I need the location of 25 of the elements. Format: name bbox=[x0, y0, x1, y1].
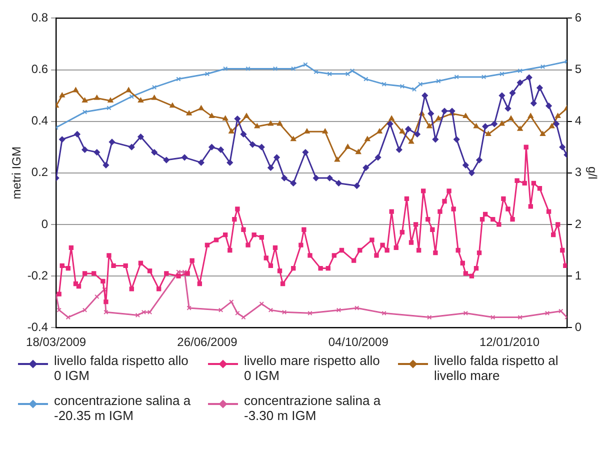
y2-tick-label: 3 bbox=[574, 165, 582, 180]
y2-tick-label: 4 bbox=[574, 114, 582, 128]
y-tick-label: 0.4 bbox=[31, 114, 48, 128]
legend-label: concentrazione salina a -20.35 m IGM bbox=[54, 393, 192, 423]
x-tick-label: 26/06/2009 bbox=[177, 335, 238, 350]
y2-tick-label: 0 bbox=[574, 320, 582, 334]
y2-tick-label: 2 bbox=[574, 216, 582, 231]
y-tick-label: 0.2 bbox=[31, 165, 48, 180]
y-tick-label: -0.4 bbox=[27, 320, 48, 334]
y-tick-label: 0 bbox=[41, 216, 48, 231]
y2-tick-label: 6 bbox=[574, 10, 582, 25]
x-tick-label: 12/01/2010 bbox=[479, 335, 540, 350]
y2-tick-label: 1 bbox=[574, 268, 582, 282]
x-tick-label: 04/10/2009 bbox=[328, 335, 389, 350]
y2-tick-label: 5 bbox=[574, 62, 582, 76]
x-tick-label: 18/03/2009 bbox=[26, 335, 86, 350]
y2-axis-title: g/l bbox=[585, 166, 600, 180]
y-tick-label: -0.2 bbox=[27, 268, 48, 282]
legend-label: livello falda rispetto al livello mare bbox=[434, 353, 560, 383]
y-tick-label: 0.6 bbox=[31, 62, 48, 76]
legend-label: livello falda rispetto allo 0 IGM bbox=[54, 353, 190, 383]
y-axis-title: metri IGM bbox=[10, 146, 24, 200]
legend-label: concentrazione salina a -3.30 m IGM bbox=[244, 393, 382, 423]
y-tick-label: 0.8 bbox=[31, 10, 48, 25]
legend-label: livello mare rispetto allo 0 IGM bbox=[244, 353, 381, 383]
